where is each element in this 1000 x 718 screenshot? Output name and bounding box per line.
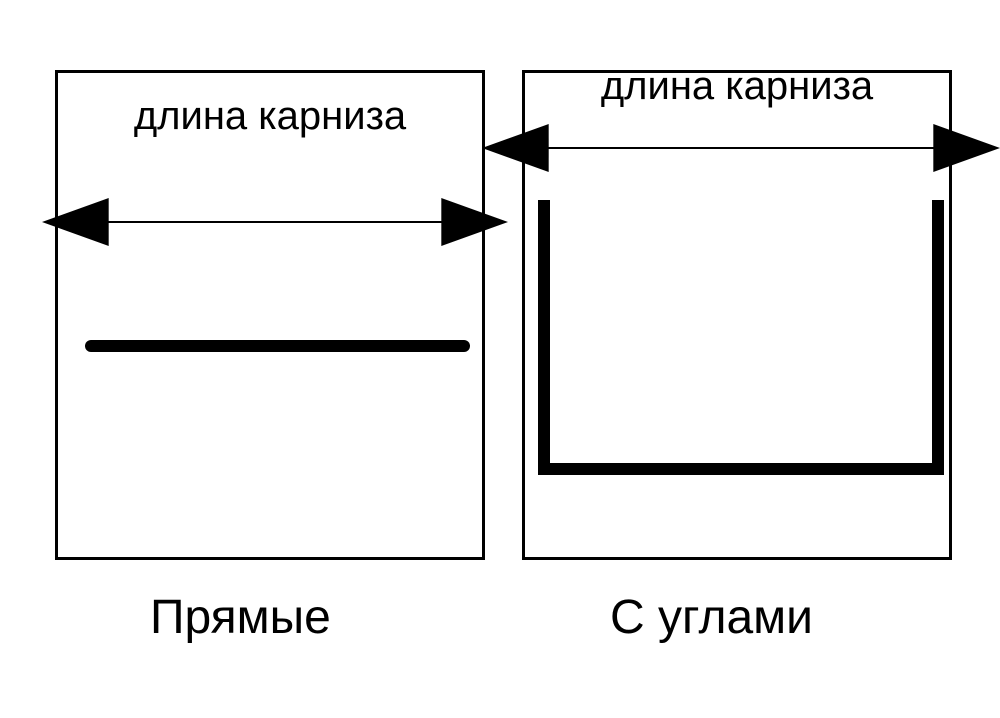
panel-corner: длина карниза: [522, 70, 952, 560]
dimension-label-left: длина карниза: [55, 94, 485, 139]
panel-straight: длина карниза: [55, 70, 485, 560]
diagram-root: длина карниза Прямые длина карниза С угл…: [0, 0, 1000, 718]
cornice-u-shape: [538, 200, 944, 475]
caption-straight: Прямые: [150, 590, 331, 645]
dimension-arrow-right: [482, 100, 1000, 196]
caption-corner: С углами: [610, 590, 813, 645]
dimension-arrow-left: [42, 174, 508, 270]
cornice-straight: [85, 340, 470, 352]
panel-border: [55, 70, 485, 560]
